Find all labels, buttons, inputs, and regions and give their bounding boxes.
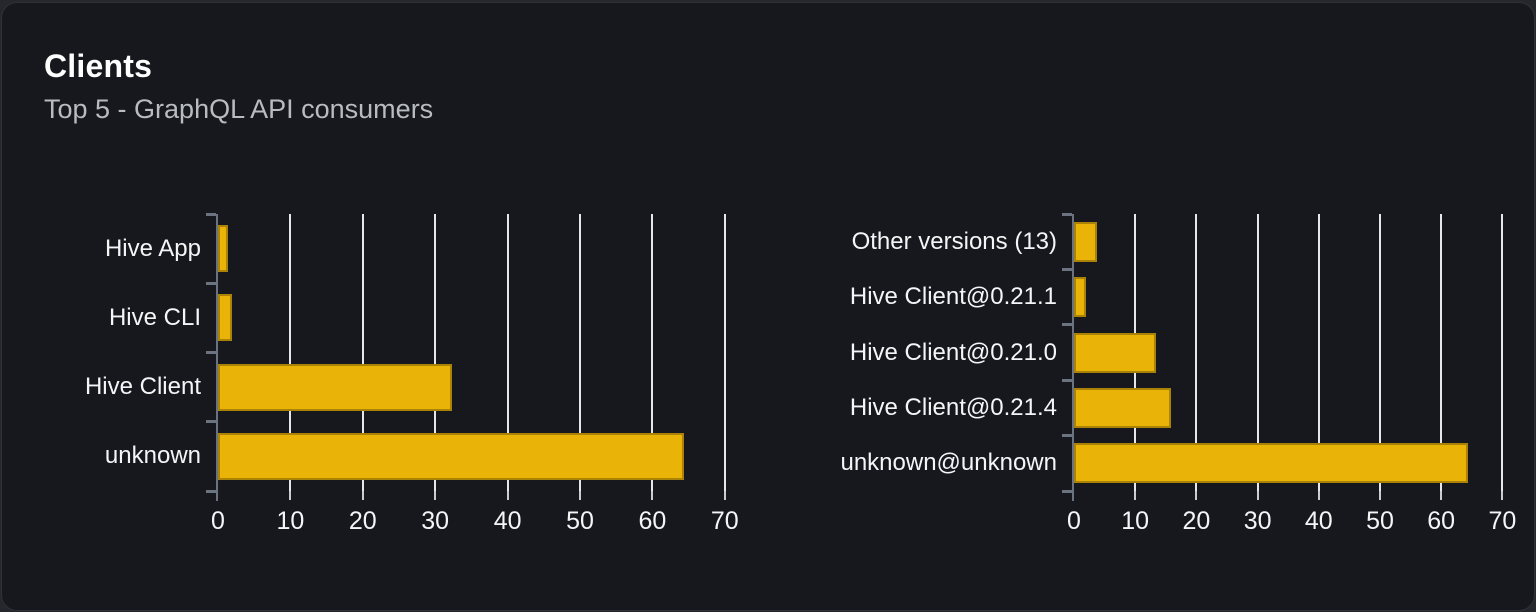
x-tick-mark-70 (723, 491, 726, 500)
y-tick-mark (1062, 434, 1072, 438)
y-tick-mark (206, 351, 216, 354)
gridline-x-30 (1256, 214, 1259, 491)
x-tick-mark-20 (1195, 491, 1198, 500)
category-label-other-versions-13-: Other versions (13) (851, 227, 1057, 255)
x-tick-label-50: 50 (1366, 507, 1394, 535)
x-tick-label-30: 30 (421, 507, 450, 535)
x-tick-label-20: 20 (348, 507, 377, 535)
card-subtitle: Top 5 - GraphQL API consumers (44, 94, 434, 125)
gridline-x-30 (434, 214, 437, 491)
x-tick-label-0: 0 (211, 507, 225, 535)
y-tick-mark (206, 212, 216, 216)
x-tick-mark-10 (289, 491, 292, 500)
x-tick-label-40: 40 (493, 507, 522, 535)
category-label-hive-app: Hive App (104, 234, 201, 262)
y-tick-mark (1062, 212, 1072, 216)
gridline-x-60 (651, 214, 654, 491)
y-tick-mark (1062, 378, 1072, 382)
x-tick-label-60: 60 (638, 507, 667, 535)
x-tick-mark-70 (1501, 491, 1504, 500)
gridline-x-50 (579, 214, 581, 491)
x-tick-label-10: 10 (276, 507, 305, 535)
x-tick-mark-50 (1379, 491, 1381, 500)
gridline-x-10 (289, 214, 292, 491)
x-tick-label-70: 70 (1488, 507, 1517, 535)
gridline-x-60 (1440, 214, 1443, 491)
category-label-hive-client-0-21-1: Hive Client@0.21.1 (849, 283, 1057, 311)
gridline-x-40 (506, 214, 509, 491)
clients-bar-chart: 0 10 20 30 40 50 60 70 Hive App Hive CLI Hive Clie… (85, 212, 758, 534)
bar-other-versions-13- (1074, 221, 1098, 262)
bar-hive-client-0-21-4 (1074, 387, 1172, 428)
bar-unknown (218, 432, 685, 480)
x-tick-label-50: 50 (566, 507, 594, 535)
y-axis-line (216, 214, 218, 501)
x-tick-mark-40 (506, 491, 509, 500)
x-tick-label-10: 10 (1121, 507, 1150, 535)
y-tick-mark (206, 489, 216, 493)
y-axis-line (1072, 214, 1074, 501)
gridline-x-20 (1195, 214, 1198, 491)
x-tick-label-30: 30 (1243, 507, 1272, 535)
y-tick-mark (206, 281, 216, 285)
x-tick-mark-60 (651, 491, 654, 500)
x-tick-mark-30 (434, 491, 437, 500)
gridline-x-20 (361, 214, 364, 491)
y-tick-mark (206, 420, 216, 424)
category-label-unknown: unknown (104, 442, 201, 470)
category-label-hive-client: Hive Client (84, 373, 201, 401)
x-tick-mark-30 (1256, 491, 1259, 500)
x-tick-mark-60 (1440, 491, 1443, 500)
y-tick-mark (1062, 323, 1072, 327)
bar-hive-client-0-21-0 (1074, 332, 1156, 373)
bar-unknown-unknown (1074, 443, 1469, 484)
card-title: Clients (44, 48, 153, 84)
category-label-unknown-unknown: unknown@unknown (840, 449, 1057, 477)
gridline-x-50 (1379, 214, 1381, 491)
x-tick-mark-10 (1134, 491, 1137, 500)
x-tick-label-20: 20 (1182, 507, 1211, 535)
category-label-hive-client-0-21-0: Hive Client@0.21.0 (849, 338, 1057, 366)
gridline-x-70 (1501, 214, 1504, 491)
client-versions-bar-chart: 0 10 20 30 40 50 60 70 Other versions (13) Hive C… (840, 212, 1516, 534)
bar-hive-client-0-21-1 (1074, 277, 1086, 318)
x-tick-label-70: 70 (710, 507, 739, 535)
x-tick-mark-20 (361, 491, 364, 500)
gridline-x-40 (1317, 214, 1320, 491)
category-label-hive-cli: Hive CLI (108, 303, 201, 331)
x-tick-mark-40 (1317, 491, 1320, 500)
x-tick-label-60: 60 (1427, 507, 1456, 535)
y-tick-mark (1062, 489, 1072, 493)
x-tick-label-0: 0 (1067, 507, 1081, 535)
category-label-hive-client-0-21-4: Hive Client@0.21.4 (849, 393, 1057, 421)
bar-hive-client (218, 363, 452, 411)
card-header: Clients Top 5 - GraphQL API consumers (44, 48, 434, 125)
x-tick-mark-50 (579, 491, 581, 500)
gridline-x-70 (723, 214, 726, 491)
bar-hive-app (218, 225, 229, 273)
x-tick-label-40: 40 (1304, 507, 1333, 535)
y-tick-mark (1062, 267, 1072, 271)
bar-hive-cli (218, 294, 232, 342)
